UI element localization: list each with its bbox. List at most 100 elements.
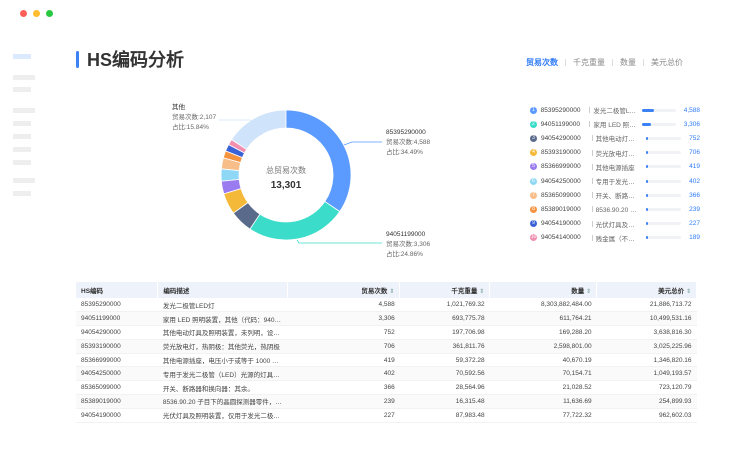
- divider: [591, 163, 593, 170]
- rank-desc: 贱金属（不锈钢）: [595, 235, 641, 243]
- col-quantity[interactable]: 数量 ⇕: [489, 282, 598, 298]
- tab-usd-total[interactable]: 美元总价: [651, 58, 683, 67]
- ranking-item[interactable]: 10 94054140000 贱金属（不锈钢） 189: [530, 231, 700, 245]
- ranking-item[interactable]: 3 94054290000 其他电动灯具及照明装置 752: [530, 131, 700, 145]
- maximize-window-button[interactable]: [46, 10, 53, 17]
- rank-value: 189: [689, 234, 701, 242]
- table-row[interactable]: 94051199000 家用 LED 照明装置，其他（代码：9405.1... 3,…: [76, 311, 697, 327]
- table-header-row: HS编码 编码描述 贸易次数 ⇕ 千克重量 ⇕ 数量 ⇕ 美元总价 ⇕: [76, 282, 697, 298]
- rank-desc: 专用于发光二极管: [595, 179, 641, 187]
- sort-icon[interactable]: ⇕: [389, 289, 395, 295]
- ranking-item[interactable]: 1 85395290000 发光二极管LED灯 4,588: [530, 103, 700, 117]
- rank-bar-fill: [646, 207, 648, 211]
- cell-trade-count: 239: [287, 394, 400, 409]
- sidebar-item[interactable]: [13, 108, 35, 113]
- cell-hs-code: 85393190000: [76, 339, 158, 354]
- col-trade-count[interactable]: 贸易次数 ⇕: [287, 282, 401, 298]
- donut-slice[interactable]: [220, 168, 240, 182]
- cell-weight-kg: 1,021,769.32: [399, 298, 490, 313]
- cell-usd-total: 1,049,193.57: [596, 366, 697, 382]
- minimize-window-button[interactable]: [33, 10, 40, 17]
- ranking-item[interactable]: 8 85389019000 8536.90.20 子目下的 239: [530, 202, 700, 216]
- tab-weight-kg[interactable]: 千克重量: [573, 58, 605, 67]
- table-row[interactable]: 85365099000 开关、断路器和换向器：其余。 366 28,564.96 21,…: [76, 380, 697, 396]
- col-label: 贸易次数: [361, 288, 388, 295]
- table-row[interactable]: 85366999000 其他电源插座，电压小于或等于 1000 伏：... 419 5…: [76, 353, 697, 368]
- rank-bar-track: [646, 165, 682, 169]
- sidebar-item-active[interactable]: [13, 54, 31, 59]
- ranking-item[interactable]: 2 94051199000 家用 LED 照明装置 3,306: [530, 117, 700, 131]
- col-weight-kg[interactable]: 千克重量 ⇕: [399, 282, 491, 298]
- cell-usd-total: 3,025,225.96: [596, 339, 697, 354]
- donut-slice[interactable]: [223, 188, 249, 214]
- sidebar-item[interactable]: [13, 160, 31, 165]
- donut-center-title: 总贸易次数: [266, 166, 306, 175]
- rank-desc: 发光二极管LED灯: [593, 108, 636, 116]
- cell-quantity: 611,764.21: [489, 311, 597, 327]
- ranking-item[interactable]: 4 85393190000 荧光放电灯，热阴极 706: [530, 146, 700, 160]
- donut-slice[interactable]: [220, 157, 242, 172]
- rank-bar-track: [646, 193, 682, 197]
- table-row[interactable]: 94054250000 专用于发光二极管（LED）光源的灯具及... 402 70,5…: [76, 366, 697, 382]
- table-row[interactable]: 85389019000 8536.90.20 子目下的晶圆探测器零件，其... 23…: [76, 394, 697, 409]
- table-row[interactable]: 85395290000 发光二极管LED灯 4,588 1,021,769.32 8,3…: [76, 298, 697, 313]
- donut-slice[interactable]: [222, 150, 243, 164]
- sort-icon[interactable]: ⇕: [685, 289, 691, 295]
- cell-trade-count: 227: [287, 408, 400, 423]
- col-label: 数量: [571, 288, 585, 295]
- table-row[interactable]: 94054290000 其他电动灯具及照明装置，未列明，设计... 752 197,7…: [76, 325, 697, 340]
- donut-label-first: 85395290000 贸易次数:4,588 占比:34.49%: [386, 128, 430, 158]
- divider: [589, 121, 591, 128]
- cell-description: 其他电源插座，电压小于或等于 1000 伏：...: [157, 353, 288, 368]
- table-row[interactable]: 85393190000 荧光放电灯，热阴极：其他荧光，热阴极 706 361,811.…: [76, 339, 697, 354]
- cell-hs-code: 94054250000: [76, 366, 158, 382]
- tab-trade-count[interactable]: 贸易次数: [526, 58, 558, 67]
- rank-code: 94054140000: [540, 234, 581, 242]
- cell-description: 开关、断路器和换向器：其余。: [157, 380, 288, 396]
- close-window-button[interactable]: [20, 10, 27, 17]
- rank-desc: 其他电动灯具及照明装置: [595, 136, 641, 144]
- rank-bar-fill: [646, 222, 648, 226]
- donut-slice[interactable]: [225, 144, 245, 159]
- donut-slice[interactable]: [249, 200, 341, 241]
- sidebar-item[interactable]: [13, 134, 31, 139]
- donut-slice[interactable]: [232, 202, 261, 230]
- ranking-item[interactable]: 7 85365099000 开关、断路器和换向器 366: [530, 188, 700, 202]
- cell-weight-kg: 59,372.28: [399, 353, 490, 368]
- col-usd-total[interactable]: 美元总价 ⇕: [596, 282, 697, 298]
- cell-hs-code: 85395290000: [76, 298, 158, 313]
- tab-quantity[interactable]: 数量: [620, 58, 636, 67]
- cell-description: 光伏灯具及照明装置，仅用于发光二极管...: [157, 408, 288, 423]
- rank-bar-fill: [646, 151, 649, 155]
- cell-quantity: 77,722.32: [489, 408, 597, 423]
- cell-weight-kg: 28,564.96: [399, 380, 490, 396]
- ranking-item[interactable]: 5 85366999000 其他电源插座 419: [530, 160, 700, 174]
- sidebar-item[interactable]: [13, 121, 31, 126]
- table-row[interactable]: 94054190000 光伏灯具及照明装置，仅用于发光二极管... 227 87,98…: [76, 408, 697, 423]
- sort-icon[interactable]: ⇕: [586, 289, 592, 295]
- divider: [591, 234, 593, 241]
- rank-code: 85366999000: [540, 163, 581, 171]
- cell-usd-total: 1,346,820.16: [596, 353, 697, 368]
- cell-trade-count: 752: [287, 325, 400, 340]
- ranking-item[interactable]: 6 94054250000 专用于发光二极管 402: [530, 174, 700, 188]
- donut-slice[interactable]: [230, 109, 287, 150]
- cell-weight-kg: 70,592.56: [399, 366, 490, 382]
- divider: [591, 135, 593, 142]
- rank-desc: 开关、断路器和换向器: [595, 193, 641, 201]
- sidebar-item[interactable]: [13, 191, 31, 196]
- donut-slice[interactable]: [220, 179, 242, 195]
- label-pct: 占比:34.49%: [386, 149, 423, 156]
- ranking-item[interactable]: 9 94054190000 光伏灯具及照明装置 227: [530, 217, 700, 231]
- sidebar-item[interactable]: [13, 147, 31, 152]
- rank-code: 94054190000: [540, 220, 581, 228]
- sidebar-item[interactable]: [13, 87, 31, 92]
- page-title: HS编码分析: [76, 46, 184, 72]
- sidebar-item[interactable]: [13, 178, 35, 183]
- sort-icon[interactable]: ⇕: [479, 289, 485, 295]
- donut-slice[interactable]: [285, 109, 352, 213]
- sidebar-item[interactable]: [13, 75, 35, 80]
- cell-quantity: 8,303,882,484.00: [489, 298, 597, 313]
- rank-code: 85395290000: [540, 106, 581, 114]
